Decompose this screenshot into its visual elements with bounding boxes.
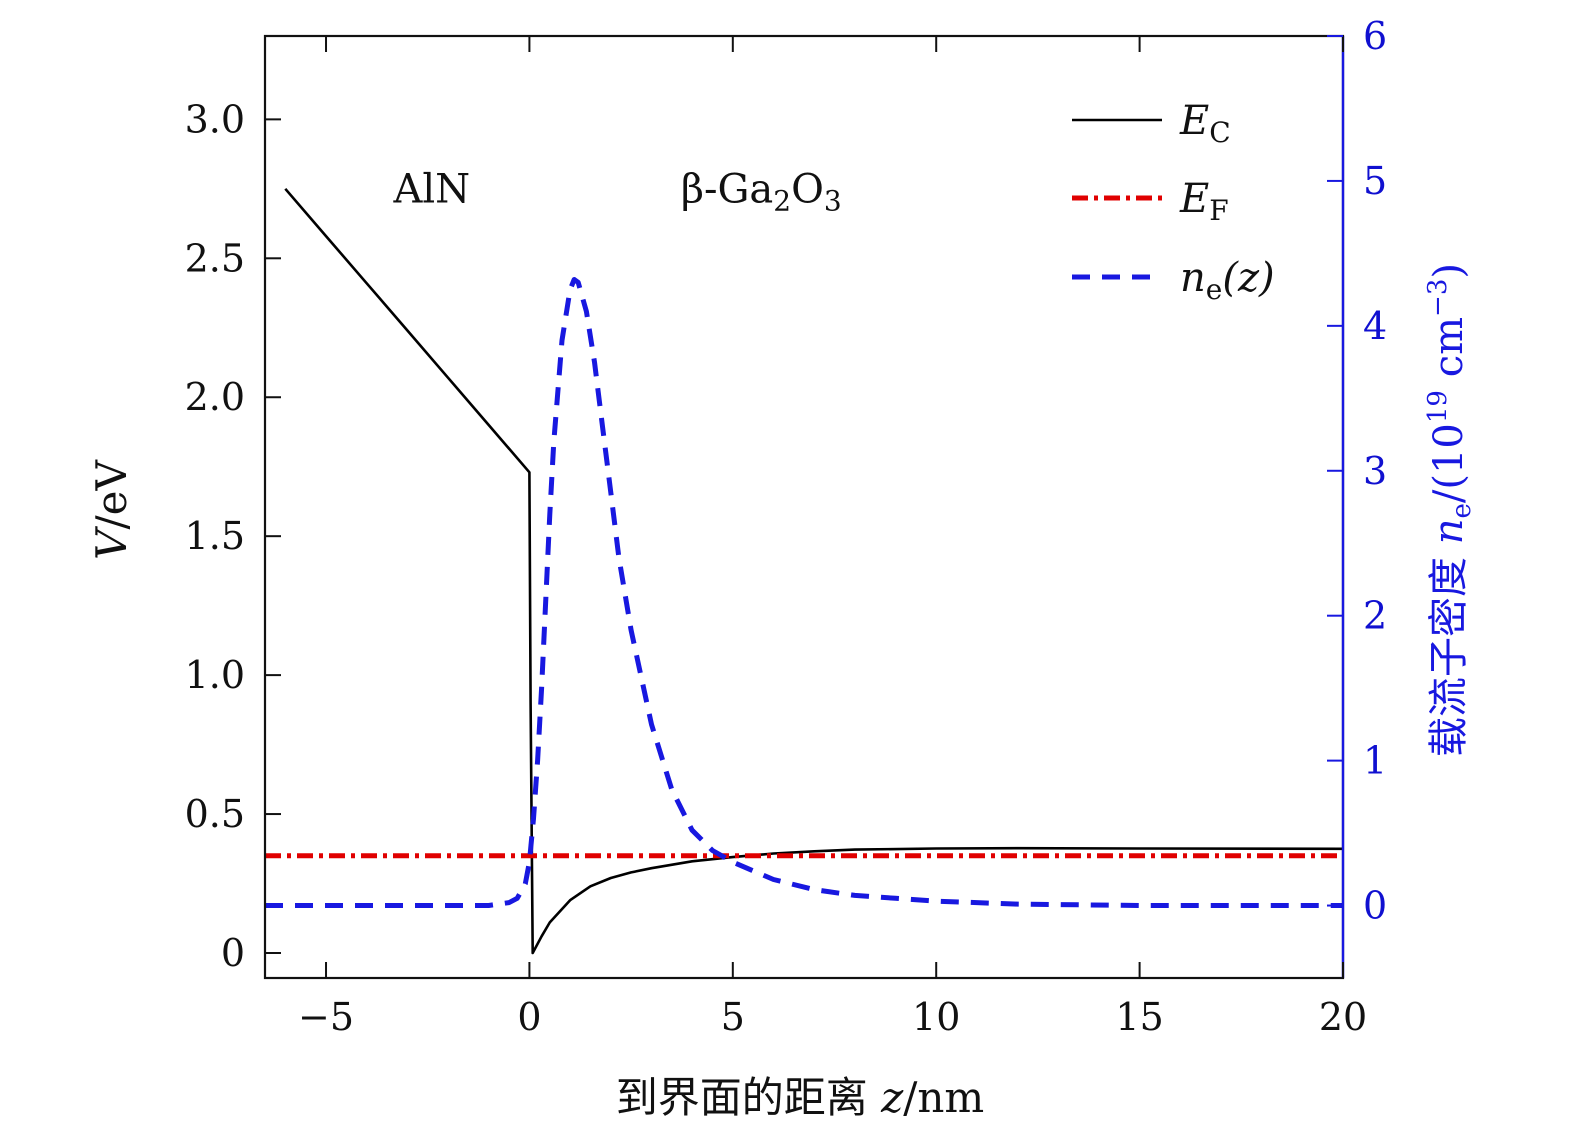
y-left-tick-label: 2.5 xyxy=(185,236,245,280)
series-line-2 xyxy=(265,277,1343,908)
series-layer xyxy=(265,187,1343,955)
y-right-tick-label: 5 xyxy=(1363,159,1387,203)
x-tick-label: 0 xyxy=(517,995,541,1039)
x-tick-label: 20 xyxy=(1319,995,1367,1039)
y-left-tick-label: 1.5 xyxy=(185,514,245,558)
y-right-axis-label-exp2: −3 xyxy=(1423,279,1453,317)
y-left-tick-label: 3.0 xyxy=(185,97,245,141)
y-right-axis-label-unit: /(10 xyxy=(1426,423,1472,503)
region-label-1: β-Ga2O3 xyxy=(681,167,842,218)
x-axis-label: 到界面的距离 z/nm xyxy=(616,1073,985,1122)
y-right-axis-label-prefix: 载流子密度 xyxy=(1426,544,1472,757)
y-left-axis-label: V/eV xyxy=(87,459,136,559)
y-right-tick-label: 3 xyxy=(1363,449,1387,493)
legend-label-ne: ne(z) xyxy=(1180,255,1275,306)
y-right-axis-label: 载流子密度 ne/(1019 cm−3) xyxy=(1423,263,1477,757)
legend-label-ec: EC xyxy=(1179,98,1231,149)
y-right-axis-label-close: ) xyxy=(1426,263,1472,279)
y-right-tick-label: 4 xyxy=(1363,304,1387,348)
y-left-tick-label: 2.0 xyxy=(185,375,245,419)
y-right-tick-label: 2 xyxy=(1363,594,1387,638)
legend: EC EF ne(z) xyxy=(1072,98,1275,306)
x-axis-label-prefix: 到界面的距离 xyxy=(616,1073,881,1122)
region-label-0: AlN xyxy=(392,167,470,213)
x-tick-label: 15 xyxy=(1115,995,1163,1039)
x-axis-ticks: −5 0 5 10 15 20 xyxy=(298,36,1367,1039)
y-right-axis-label-var: n xyxy=(1426,518,1472,544)
y-left-axis-label-var: V xyxy=(87,526,136,560)
y-right-tick-label: 0 xyxy=(1363,884,1387,928)
y-right-tick-label: 6 xyxy=(1363,14,1387,58)
y-left-axis-label-unit: /eV xyxy=(87,459,136,529)
y-left-axis-ticks: 0 0.5 1.0 1.5 2.0 2.5 3.0 xyxy=(185,97,281,975)
x-tick-label: 5 xyxy=(721,995,745,1039)
y-right-tick-label: 1 xyxy=(1363,739,1387,783)
x-tick-label: 10 xyxy=(912,995,960,1039)
y-right-axis-label-exp: 19 xyxy=(1423,390,1453,423)
y-left-tick-label: 0 xyxy=(221,931,245,975)
y-left-tick-label: 1.0 xyxy=(185,653,245,697)
y-left-tick-label: 0.5 xyxy=(185,792,245,836)
y-right-axis-ticks: 0 1 2 3 4 5 6 xyxy=(1327,14,1387,928)
y-right-axis-label-unit2: cm xyxy=(1426,317,1472,390)
series-line-0 xyxy=(284,187,1343,955)
y-right-axis-label-sub: e xyxy=(1447,503,1477,518)
region-annotations: AlN β-Ga2O3 xyxy=(392,167,841,218)
x-axis-label-var: z xyxy=(880,1073,904,1122)
x-tick-label: −5 xyxy=(298,995,354,1039)
legend-label-ef: EF xyxy=(1179,176,1229,227)
x-axis-label-unit: /nm xyxy=(903,1073,984,1122)
